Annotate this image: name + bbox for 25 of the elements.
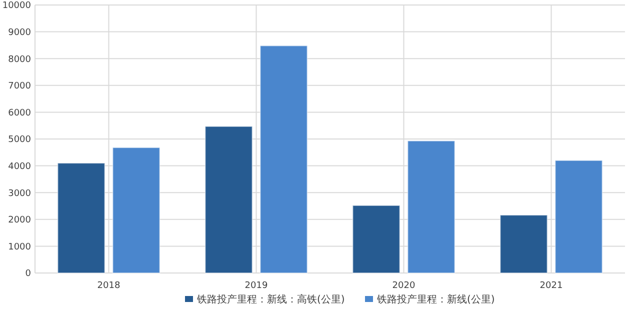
x-tick-label: 2019 bbox=[244, 281, 268, 291]
x-tick-label: 2018 bbox=[97, 281, 120, 291]
legend-label: 铁路投产里程：新线(公里) bbox=[376, 294, 495, 306]
y-tick-label: 9000 bbox=[8, 28, 32, 38]
bar bbox=[407, 140, 456, 274]
bar bbox=[500, 214, 548, 274]
y-tick-label: 5000 bbox=[8, 135, 32, 146]
y-tick-label: 1000 bbox=[8, 242, 32, 252]
bar bbox=[260, 45, 308, 274]
bar bbox=[554, 160, 603, 274]
legend-label: 铁路投产里程：新线：高铁(公里) bbox=[196, 294, 345, 306]
y-tick-label: 7000 bbox=[8, 82, 32, 92]
y-tick-label: 10000 bbox=[2, 1, 32, 12]
y-tick-label: 3000 bbox=[8, 188, 32, 199]
x-tick-label: 2020 bbox=[392, 281, 416, 291]
bar bbox=[204, 126, 253, 274]
y-tick-label: 2000 bbox=[8, 216, 32, 226]
bar bbox=[112, 147, 160, 274]
y-tick-label: 0 bbox=[25, 269, 32, 280]
bar bbox=[352, 204, 400, 274]
y-tick-label: 6000 bbox=[8, 108, 32, 118]
x-tick-label: 2021 bbox=[540, 281, 563, 291]
bar bbox=[57, 162, 106, 274]
y-tick-label: 8000 bbox=[8, 54, 32, 65]
y-tick-label: 4000 bbox=[8, 162, 32, 172]
